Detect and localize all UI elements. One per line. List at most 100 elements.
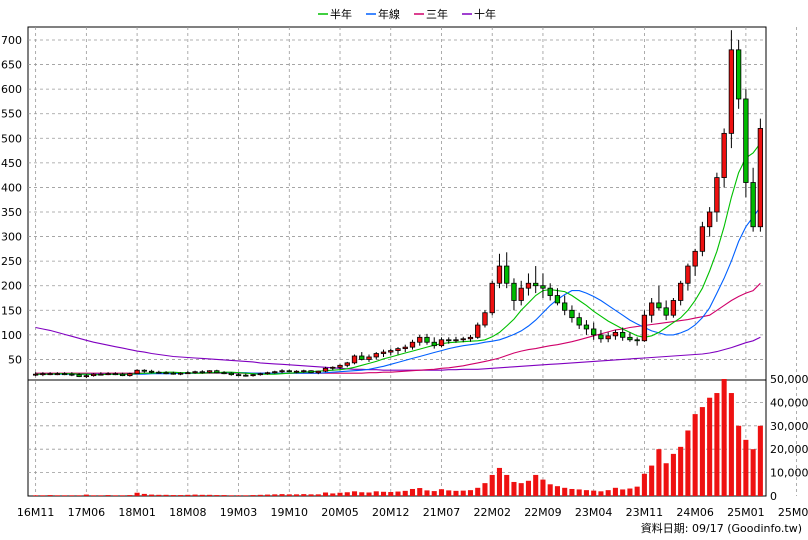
volume-bar [351,491,358,496]
volume-bar [395,491,401,496]
volume-bar [460,490,466,496]
volume-bar [757,425,763,496]
volume-bar [380,491,387,496]
volume-bar [337,492,343,496]
candlestick [525,273,532,296]
candlestick [757,118,764,232]
candlestick [199,370,205,374]
candlestick [706,207,713,237]
volume-bar [685,430,691,496]
volume-bar [750,449,756,496]
volume-bar [670,453,676,496]
data-date-note: 資料日期: 09/17 (Goodinfo.tw) [640,522,802,535]
candlestick [504,252,510,289]
volume-bar [736,425,742,496]
candlestick [235,373,242,377]
candlestick [148,369,155,374]
volume-bar [250,495,256,496]
candlestick [141,369,147,373]
volume-bar [54,495,60,496]
volume-bar [207,494,213,496]
volume-bar [438,489,445,496]
candlestick [40,372,46,377]
candlestick [112,372,118,376]
volume-bar [475,487,481,496]
volume-bar [279,494,285,496]
candlestick [163,371,169,375]
volume-bar [612,487,618,496]
x-tick-label: 18M01 [118,506,156,519]
volume-bar [446,490,452,496]
ma-line-ten-year [35,326,761,371]
candlestick [250,374,256,377]
price-tick-label: 150 [1,304,22,317]
candlestick [373,352,379,360]
volume-bar [322,492,329,496]
volume-bar [511,481,517,496]
volume-bar [547,484,553,496]
x-tick-label: 16M11 [17,506,55,519]
volume-bar [76,495,82,496]
volume-bar [272,494,278,496]
volume-bar [649,465,655,496]
volume-bar [257,494,263,496]
x-tick-label: 21M07 [423,506,461,519]
candlestick [431,337,437,349]
volume-bar [214,495,220,496]
candlesticks [32,30,764,379]
price-tick-label: 250 [1,255,22,268]
volume-bar [540,479,546,496]
price-axis-labels: 50 100 150 200 250 300 350 400 450 500 550 600 650 70… [1,34,22,366]
candlestick [61,372,68,376]
candlestick [460,336,466,343]
volume-bar [721,379,727,496]
volume-bar [634,486,640,496]
candlestick [583,320,590,335]
volume-bar [467,490,474,496]
volume-bar [127,495,133,496]
price-tick-label: 600 [1,83,22,96]
candlestick [735,40,742,109]
volume-bar [33,495,39,496]
volume-bar [308,494,314,496]
candlestick [438,337,445,348]
volume-bars [33,379,763,496]
candlestick [656,285,662,311]
volume-bar [388,492,394,496]
x-tick-label: 25M08 [778,506,808,519]
price-tick-label: 500 [1,132,22,145]
volume-bar [315,494,321,496]
volume-tick-label: 20,000 [770,443,808,456]
candlestick [446,337,452,344]
volume-bar [554,486,560,496]
price-tick-label: 550 [1,108,22,121]
volume-bar [47,495,53,496]
volume-bar [156,494,162,496]
volume-bar [373,491,379,496]
candlestick [670,298,677,318]
candlestick [576,312,582,329]
candlestick [293,370,300,374]
volume-bar [417,488,423,496]
legend-entry: 三年 [426,7,448,21]
candlestick [554,288,561,306]
candlestick [47,372,53,376]
volume-bar [409,488,416,496]
volume-bar [504,474,510,496]
volume-bar [656,449,662,496]
volume-bar [120,495,126,496]
volume-bar [243,495,249,496]
volume-tick-label: 10,000 [770,467,808,480]
volume-bar [562,487,568,496]
volume-bar [583,490,589,496]
candlestick [380,349,387,357]
legend-entry: 十年 [474,7,496,21]
candlestick [417,334,423,346]
volume-bar [40,495,46,496]
candlestick [214,369,220,374]
volume-bar [518,483,524,496]
volume-bar [699,407,705,496]
volume-bar [69,495,75,496]
candlestick [344,361,350,368]
